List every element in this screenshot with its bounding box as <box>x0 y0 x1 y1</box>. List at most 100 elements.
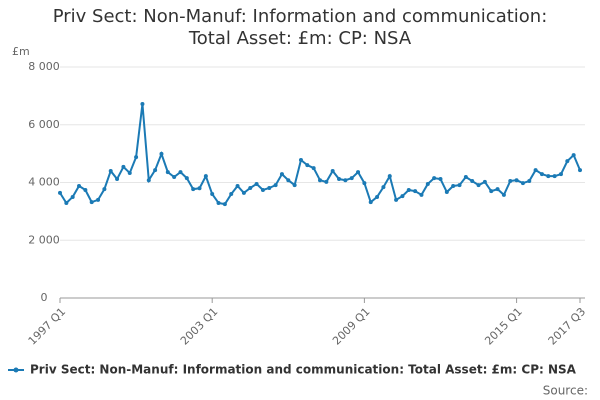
data-point <box>134 155 139 160</box>
data-point <box>432 176 437 181</box>
data-point <box>267 185 272 190</box>
data-point <box>552 174 557 179</box>
data-point <box>70 194 75 199</box>
data-point <box>489 189 494 194</box>
data-point <box>115 177 120 182</box>
data-point <box>140 101 145 106</box>
data-point <box>495 187 500 192</box>
data-point <box>102 187 107 192</box>
y-tick-label: 4 000 <box>28 176 60 189</box>
data-point <box>438 177 443 182</box>
data-point <box>368 200 373 205</box>
data-point <box>191 187 196 192</box>
data-point <box>279 172 284 177</box>
data-point <box>298 157 303 162</box>
data-point <box>260 188 265 193</box>
data-point <box>501 192 506 197</box>
data-point <box>539 172 544 177</box>
data-point <box>229 192 234 197</box>
data-point <box>318 178 322 183</box>
data-point <box>413 189 418 194</box>
data-point <box>222 202 227 207</box>
data-point <box>96 197 101 202</box>
data-point <box>578 168 582 173</box>
legend-label: Priv Sect: Non-Manuf: Information and co… <box>30 363 577 377</box>
data-point <box>121 164 126 169</box>
data-point <box>108 168 113 173</box>
x-tick-label: 2015 Q1 <box>482 305 525 348</box>
data-point <box>172 175 177 180</box>
data-point <box>362 181 367 186</box>
data-point <box>83 188 88 193</box>
legend-marker <box>13 367 19 373</box>
y-axis-unit: £m <box>12 45 30 58</box>
data-point <box>184 176 189 181</box>
data-point <box>330 168 335 173</box>
data-point <box>444 190 449 195</box>
data-point <box>286 178 291 183</box>
data-point <box>451 183 456 188</box>
data-point <box>216 201 221 206</box>
data-point <box>77 183 82 188</box>
data-point <box>508 179 513 184</box>
data-point <box>324 179 329 184</box>
data-point <box>254 181 259 186</box>
data-point <box>565 159 570 164</box>
data-point <box>419 192 424 197</box>
data-point <box>127 170 132 175</box>
y-tick-label: 8 000 <box>28 60 60 73</box>
data-point <box>337 177 342 182</box>
source: Source: <box>543 384 588 398</box>
x-tick-label: 2017 Q3 <box>546 305 589 348</box>
data-point <box>241 190 246 195</box>
data-point <box>273 183 278 188</box>
data-point <box>64 201 69 206</box>
data-point <box>476 183 481 188</box>
data-point <box>400 194 405 199</box>
x-tick-label: 1997 Q1 <box>26 305 69 348</box>
y-tick-label: 0 <box>41 291 48 304</box>
data-point <box>375 194 380 199</box>
data-point <box>165 170 170 175</box>
data-point <box>482 179 487 184</box>
data-point <box>470 179 475 184</box>
data-point <box>197 186 202 191</box>
data-point <box>210 192 215 197</box>
data-point <box>235 183 240 188</box>
data-point <box>146 178 151 183</box>
data-point <box>203 174 208 179</box>
x-tick-label: 2003 Q1 <box>178 305 221 348</box>
data-point <box>457 183 462 188</box>
data-point <box>178 170 183 175</box>
data-point <box>533 168 538 173</box>
data-point <box>520 181 525 186</box>
series-line <box>59 103 581 206</box>
data-point <box>159 151 164 156</box>
data-point <box>546 174 551 179</box>
data-point <box>305 163 310 168</box>
data-point <box>153 168 158 173</box>
data-point <box>292 183 297 188</box>
data-point <box>514 178 519 183</box>
data-point <box>394 197 399 202</box>
data-point <box>311 166 316 171</box>
data-point <box>527 179 532 184</box>
data-point <box>356 170 361 175</box>
data-point <box>558 172 563 177</box>
data-point <box>463 175 468 180</box>
chart-title: Priv Sect: Non-Manuf: Information and co… <box>52 6 548 49</box>
data-point <box>343 178 348 183</box>
y-tick-label: 2 000 <box>28 233 60 246</box>
data-point <box>571 153 576 158</box>
data-point <box>248 185 253 190</box>
y-tick-label: 6 000 <box>28 118 60 131</box>
data-point <box>89 200 94 205</box>
data-point <box>349 176 354 181</box>
x-tick-label: 2009 Q1 <box>330 305 373 348</box>
data-point <box>381 185 386 190</box>
data-point <box>406 188 411 193</box>
data-point <box>425 181 430 186</box>
data-point <box>387 174 392 179</box>
